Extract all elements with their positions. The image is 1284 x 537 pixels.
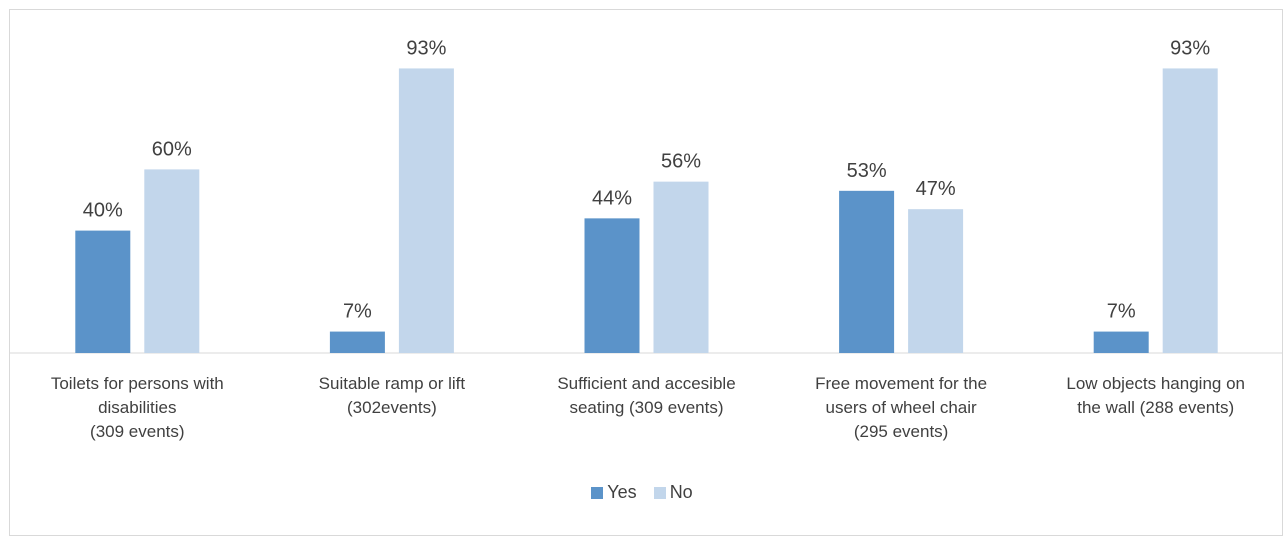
bar-yes-4	[1093, 331, 1149, 353]
category-label-4: Low objects hanging on the wall (288 even…	[1036, 372, 1276, 420]
category-label-line: (302events)	[347, 398, 437, 417]
bar-no-1	[398, 68, 454, 354]
bar-yes-1	[329, 331, 385, 353]
data-label-no-0: 60%	[152, 138, 192, 160]
bar-no-2	[653, 181, 709, 353]
category-label-line: (309 events)	[90, 422, 185, 441]
category-label-2: Sufficient and accesible seating (309 eve…	[527, 372, 767, 420]
category-label-3: Free movement for the users of wheel chai…	[781, 372, 1021, 444]
legend-label-yes: Yes	[607, 482, 637, 502]
category-label-line: (295 events)	[853, 422, 949, 441]
data-label-no-2: 56%	[661, 151, 701, 173]
data-label-yes-1: 7%	[343, 301, 372, 323]
legend-label-no: No	[669, 482, 693, 502]
category-label-line: disabilities	[98, 398, 177, 417]
data-label-yes-3: 53%	[847, 160, 887, 182]
bar-yes-2	[584, 218, 640, 353]
legend: Yes No	[0, 482, 1284, 504]
chart-frame	[9, 9, 1283, 536]
data-label-yes-2: 44%	[592, 187, 632, 209]
bar-no-4	[1162, 68, 1218, 354]
category-label-line: Suitable ramp or lift	[318, 374, 466, 393]
data-label-no-4: 93%	[1170, 37, 1210, 59]
legend-item-no: No	[653, 482, 693, 503]
category-label-line: users of wheel chair	[825, 398, 977, 417]
data-label-no-1: 93%	[406, 37, 446, 59]
data-label-no-3: 47%	[916, 178, 956, 200]
bar-no-3	[908, 209, 964, 353]
legend-swatch-no	[653, 486, 666, 499]
bar-yes-3	[839, 190, 895, 353]
legend-swatch-yes	[591, 486, 604, 499]
category-label-line: Toilets for persons with	[50, 374, 224, 393]
bar-no-0	[144, 169, 200, 353]
legend-item-yes: Yes	[591, 482, 637, 503]
category-label-line: Low objects hanging on	[1066, 374, 1245, 393]
category-label-line: Sufficient and accesible	[557, 374, 736, 393]
data-label-yes-0: 40%	[83, 200, 123, 222]
category-label-line: seating (309 events)	[569, 398, 724, 417]
data-label-yes-4: 7%	[1107, 301, 1136, 323]
category-label-line: the wall (288 events)	[1077, 398, 1235, 417]
bar-yes-0	[75, 230, 131, 353]
category-label-1: Suitable ramp or lift (302events)	[272, 372, 512, 420]
category-label-0: Toilets for persons with disabilities (309…	[17, 372, 257, 444]
category-label-line: Free movement for the	[815, 374, 988, 393]
